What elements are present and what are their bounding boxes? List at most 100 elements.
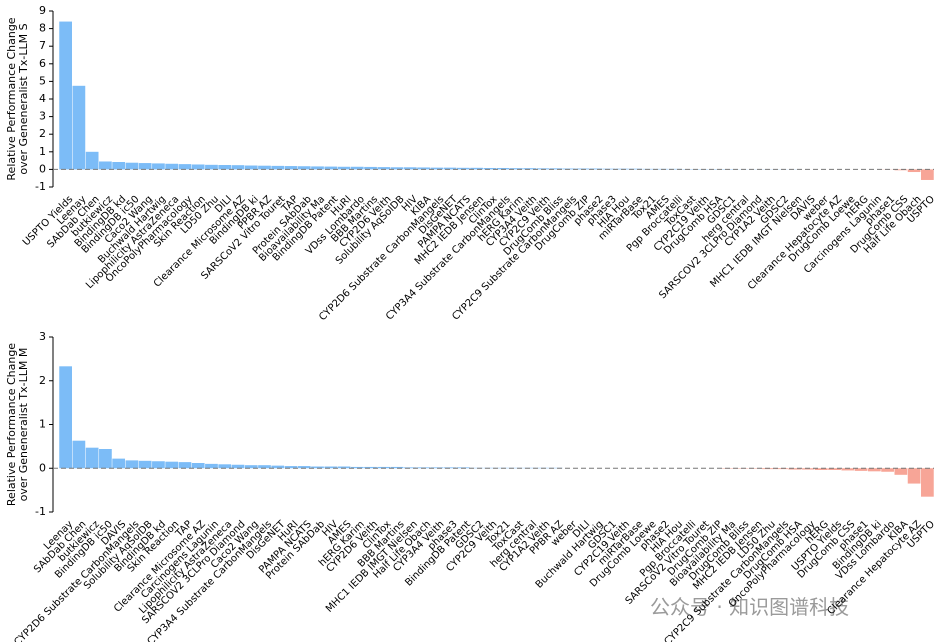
bar <box>165 163 179 170</box>
bar <box>112 458 126 469</box>
bar <box>881 468 894 472</box>
bar <box>337 166 351 170</box>
bar <box>125 162 139 170</box>
y-tick-label: 0 <box>39 162 46 175</box>
bar <box>669 168 682 170</box>
y-tick-label: 4 <box>39 92 46 105</box>
bar <box>801 468 815 470</box>
bar <box>85 447 99 469</box>
bar <box>297 466 311 469</box>
bar <box>921 468 934 497</box>
bar <box>218 165 232 170</box>
y-tick-label: -1 <box>35 505 46 518</box>
y-tick-label: 2 <box>39 374 46 387</box>
y-tick-label: 1 <box>39 418 46 431</box>
bar <box>456 167 470 170</box>
bar <box>311 166 324 170</box>
bar <box>112 162 126 170</box>
bar <box>867 468 881 472</box>
bar <box>138 460 152 469</box>
bar <box>258 465 271 469</box>
bar <box>549 168 563 170</box>
bar <box>629 168 643 170</box>
bar <box>377 466 391 469</box>
bar <box>523 168 537 170</box>
bar <box>99 161 112 170</box>
bar <box>271 465 285 469</box>
bar <box>589 168 603 170</box>
bar <box>59 21 72 170</box>
bar <box>443 167 457 170</box>
bar <box>218 464 232 469</box>
bar <box>814 468 828 470</box>
bar <box>536 168 550 170</box>
bar <box>152 163 165 170</box>
bar <box>907 468 921 484</box>
bar <box>841 468 855 471</box>
y-axis-label: Relative Performance Change <box>5 17 18 180</box>
y-axis-label: over Geneneralist Tx-LLM M <box>17 348 30 502</box>
bar <box>178 164 192 170</box>
y-tick-label: 6 <box>39 57 46 70</box>
bar <box>443 467 457 469</box>
bar <box>470 167 483 170</box>
bar <box>205 164 218 170</box>
bar <box>59 366 72 469</box>
y-tick-label: 2 <box>39 127 46 140</box>
bar <box>258 165 271 170</box>
bar <box>510 168 523 170</box>
y-tick-label: 1 <box>39 145 46 158</box>
bar <box>483 167 497 170</box>
bar <box>907 169 921 173</box>
bar <box>788 468 802 470</box>
bar <box>284 166 298 170</box>
y-tick-label: 5 <box>39 74 46 87</box>
bar <box>921 169 934 180</box>
bar <box>377 167 391 170</box>
bar <box>99 449 112 469</box>
bar <box>244 165 258 170</box>
bar <box>311 466 324 469</box>
bar <box>324 166 338 170</box>
bar <box>403 467 417 469</box>
bar <box>894 468 908 475</box>
bar <box>284 466 298 469</box>
bar <box>72 440 86 469</box>
bar <box>403 167 417 170</box>
bar <box>191 463 205 469</box>
bar <box>324 466 338 469</box>
bar <box>364 166 377 170</box>
bar <box>178 462 192 469</box>
y-axis-label: over Geneneralist Tx-LLM S <box>17 23 30 174</box>
bar <box>364 466 377 469</box>
y-tick-label: 8 <box>39 22 46 35</box>
bar <box>828 468 841 470</box>
bar <box>430 167 444 170</box>
bar <box>138 163 152 170</box>
watermark: 公众号 · 知识图谱科技 <box>650 595 849 619</box>
bar <box>350 166 364 170</box>
y-tick-label: 3 <box>39 330 46 343</box>
bar <box>337 466 351 469</box>
y-tick-label: 9 <box>39 4 46 17</box>
y-tick-label: 0 <box>39 461 46 474</box>
y-tick-label: 7 <box>39 39 46 52</box>
bar <box>231 464 245 469</box>
bar <box>231 165 245 170</box>
bar <box>165 461 179 469</box>
bar <box>152 461 165 469</box>
bar <box>72 85 86 170</box>
bar <box>85 151 99 170</box>
y-tick-label: -1 <box>35 180 46 193</box>
bar <box>390 167 404 170</box>
bar <box>390 466 404 469</box>
bar <box>205 463 218 469</box>
bar <box>271 165 285 170</box>
bar <box>125 460 139 469</box>
bar <box>244 465 258 469</box>
bar <box>350 466 364 469</box>
y-axis-label: Relative Performance Change <box>5 343 18 506</box>
bar <box>854 468 868 471</box>
bar <box>496 167 510 170</box>
